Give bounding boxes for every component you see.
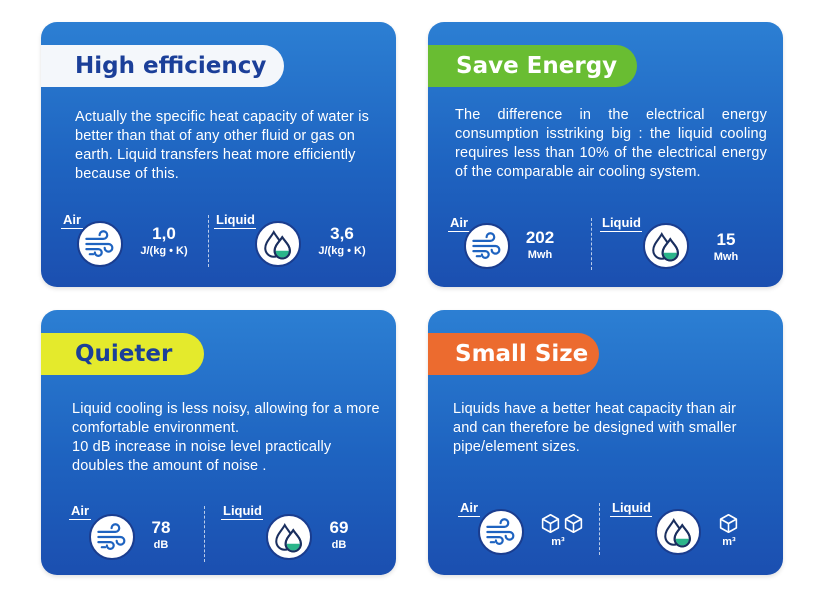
liquid-value: 3,6 xyxy=(330,224,354,243)
air-value: 1,0 xyxy=(152,224,176,243)
card-small-size: Small Size Liquids have a better heat ca… xyxy=(428,310,783,575)
liquid-drops-icon xyxy=(649,229,683,263)
liquid-icon-circle xyxy=(255,221,301,267)
air-label-underline xyxy=(448,231,470,232)
air-label-underline xyxy=(458,516,480,517)
air-unit: J/(kg • K) xyxy=(140,245,188,257)
divider xyxy=(599,503,600,555)
liquid-label-underline xyxy=(600,231,642,232)
liquid-label-underline xyxy=(610,516,652,517)
air-value-block: 1,0 J/(kg • K) xyxy=(129,224,199,258)
liquid-icon-circle xyxy=(266,514,312,560)
liquid-label: Liquid xyxy=(223,503,262,518)
air-label: Air xyxy=(63,212,82,227)
divider xyxy=(208,215,209,267)
divider xyxy=(591,218,592,270)
air-label: Air xyxy=(71,503,90,518)
card-save-energy: Save Energy The difference in the electr… xyxy=(428,22,783,287)
liquid-value: 69 xyxy=(329,518,349,537)
card-description: The difference in the electrical energy … xyxy=(455,107,767,180)
liquid-value-block: 15 Mwh xyxy=(698,230,754,264)
card-description: Actually the specific heat capacity of w… xyxy=(75,109,369,182)
divider xyxy=(204,506,205,562)
liquid-label: Liquid xyxy=(216,212,255,227)
wind-icon xyxy=(95,520,129,554)
liquid-drops-icon xyxy=(272,520,306,554)
card-title-pill: Quieter xyxy=(41,333,204,375)
liquid-unit: J/(kg • K) xyxy=(318,245,366,257)
wind-icon xyxy=(83,227,117,261)
liquid-label: Liquid xyxy=(602,215,641,230)
liquid-label-underline xyxy=(221,519,263,520)
air-icon-circle xyxy=(478,509,524,555)
cube-icon xyxy=(718,513,739,534)
card-title: Quieter xyxy=(75,341,173,367)
air-unit: m³ xyxy=(551,536,565,548)
liquid-unit-block: m³ xyxy=(714,535,744,549)
cube-icon xyxy=(540,513,561,534)
air-label-underline xyxy=(61,228,83,229)
wind-icon xyxy=(484,515,518,549)
air-label-underline xyxy=(69,519,91,520)
liquid-value: 15 xyxy=(716,230,736,249)
air-value-block: 202 Mwh xyxy=(512,228,568,262)
air-label: Air xyxy=(450,215,469,230)
air-icon-circle xyxy=(89,514,135,560)
card-high-efficiency: High efficiency Actually the specific he… xyxy=(41,22,396,287)
air-value: 202 xyxy=(525,228,555,247)
liquid-value-block: 69 dB xyxy=(319,518,359,552)
air-unit: Mwh xyxy=(527,249,553,261)
liquid-label: Liquid xyxy=(612,500,651,515)
card-title-pill: Small Size xyxy=(428,333,599,375)
card-description: Liquid cooling is less noisy, allowing f… xyxy=(72,401,380,474)
card-description: Liquids have a better heat capacity than… xyxy=(453,401,737,455)
card-title-pill: Save Energy xyxy=(428,45,637,87)
air-unit: dB xyxy=(153,539,169,551)
liquid-icon-circle xyxy=(655,509,701,555)
cube-icon xyxy=(563,513,584,534)
air-value-block: 78 dB xyxy=(141,518,181,552)
liquid-value-block: 3,6 J/(kg • K) xyxy=(307,224,377,258)
air-icon-circle xyxy=(464,223,510,269)
liquid-unit: dB xyxy=(331,539,347,551)
card-title: High efficiency xyxy=(75,53,267,79)
liquid-label-underline xyxy=(214,228,256,229)
liquid-unit: m³ xyxy=(722,536,736,548)
liquid-icon-circle xyxy=(643,223,689,269)
liquid-drops-icon xyxy=(261,227,295,261)
card-title-pill: High efficiency xyxy=(41,45,284,87)
air-label: Air xyxy=(460,500,479,515)
liquid-drops-icon xyxy=(661,515,695,549)
wind-icon xyxy=(470,229,504,263)
air-unit-block: m³ xyxy=(543,535,573,549)
card-title: Save Energy xyxy=(456,53,618,79)
air-value: 78 xyxy=(151,518,171,537)
card-quieter: Quieter Liquid cooling is less noisy, al… xyxy=(41,310,396,575)
card-title: Small Size xyxy=(455,341,589,367)
liquid-unit: Mwh xyxy=(713,251,739,263)
air-icon-circle xyxy=(77,221,123,267)
